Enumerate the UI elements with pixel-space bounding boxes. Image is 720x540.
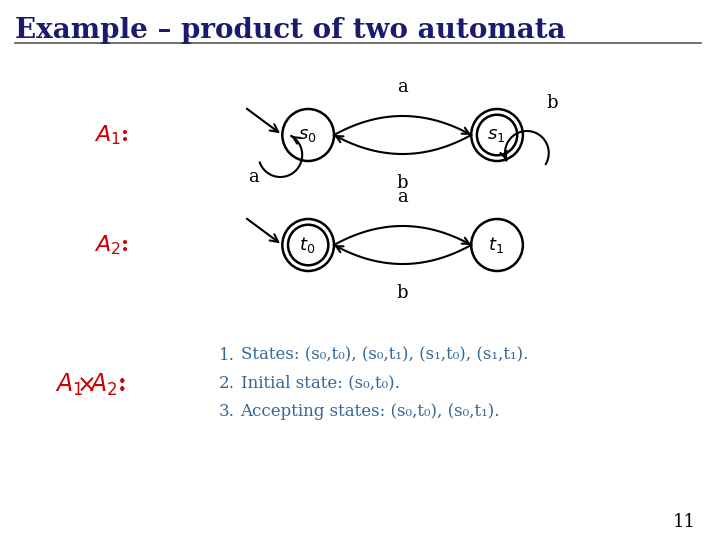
Text: $\times$: $\times$ (76, 373, 94, 397)
Text: Accepting states: (s₀,t₀), (s₀,t₁).: Accepting states: (s₀,t₀), (s₀,t₁). (240, 402, 500, 420)
Text: Initial state: (s₀,t₀).: Initial state: (s₀,t₀). (240, 375, 400, 392)
Text: 3.: 3. (219, 402, 235, 420)
Text: b: b (397, 174, 408, 192)
Text: a: a (397, 78, 408, 96)
Text: $t_0$: $t_0$ (299, 235, 315, 255)
Text: $A_1$:: $A_1$: (94, 123, 130, 147)
Text: $t_1$: $t_1$ (488, 235, 504, 255)
Text: $s_0$: $s_0$ (298, 126, 317, 144)
Text: 11: 11 (673, 513, 696, 531)
Text: a: a (248, 168, 259, 186)
Text: a: a (397, 188, 408, 206)
Text: $A_2$:: $A_2$: (89, 372, 127, 398)
Text: 2.: 2. (219, 375, 235, 392)
Text: Example – product of two automata: Example – product of two automata (15, 17, 565, 44)
Text: b: b (397, 284, 408, 302)
Text: $A_1$: $A_1$ (55, 372, 83, 398)
Text: b: b (546, 94, 557, 112)
Text: 1.: 1. (219, 347, 235, 363)
Text: $A_2$:: $A_2$: (94, 233, 130, 257)
Text: States: (s₀,t₀), (s₀,t₁), (s₁,t₀), (s₁,t₁).: States: (s₀,t₀), (s₀,t₁), (s₁,t₀), (s₁,t… (240, 347, 528, 363)
Text: $s_1$: $s_1$ (487, 126, 505, 144)
